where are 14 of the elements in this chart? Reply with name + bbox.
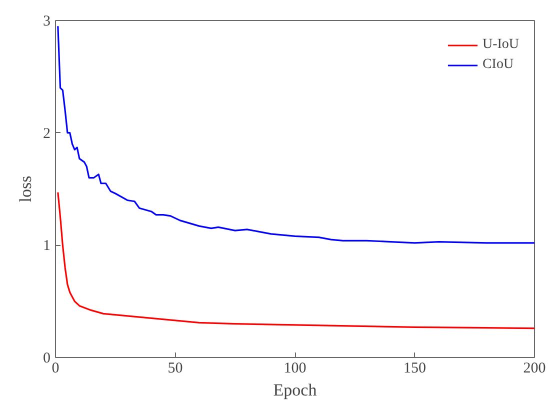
legend-label: CIoU (482, 57, 514, 73)
y-tick-label: 3 (43, 14, 50, 30)
x-tick-label: 100 (284, 360, 306, 376)
x-axis-title: Epoch (273, 380, 318, 400)
x-tick-label: 50 (168, 360, 183, 376)
x-tick-label: 200 (523, 360, 546, 376)
y-tick-label: 2 (43, 126, 50, 142)
x-tick-label: 150 (404, 360, 426, 376)
line-series (57, 25, 534, 244)
y-tick-label: 0 (43, 350, 50, 366)
y-axis-title: loss (16, 176, 35, 202)
line-series (57, 192, 534, 330)
legend-label: U-IoU (482, 37, 519, 53)
y-tick-label: 1 (43, 238, 50, 254)
